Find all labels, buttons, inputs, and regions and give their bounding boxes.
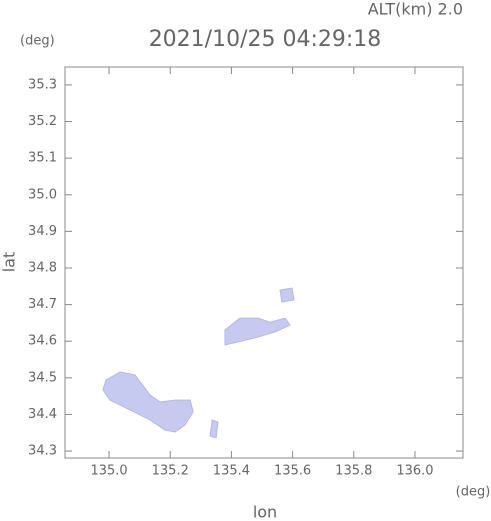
y-tick-label: 35.2 — [28, 114, 57, 129]
altitude-label: ALT(km) 2.0 — [368, 0, 463, 19]
y-tick-label: 34.5 — [28, 370, 57, 385]
y-tick-label: 34.4 — [28, 407, 57, 422]
y-tick-label: 34.9 — [28, 224, 57, 239]
x-tick-label: 135.2 — [152, 464, 189, 479]
y-axis-label: lat — [0, 252, 19, 273]
x-tick-label: 135.8 — [335, 464, 372, 479]
y-tick-label: 35.1 — [28, 151, 57, 166]
chart-title: 2021/10/25 04:29:18 — [149, 27, 382, 52]
echo-region — [209, 419, 219, 439]
y-tick-label: 34.8 — [28, 260, 57, 275]
y-unit: (deg) — [20, 34, 55, 49]
y-tick-label: 35.0 — [28, 187, 57, 202]
x-tick-label: 136.0 — [396, 464, 433, 479]
echo-region — [224, 317, 291, 346]
x-tick-label: 135.4 — [213, 464, 250, 479]
y-tick-label: 34.7 — [28, 297, 57, 312]
y-tick-label: 34.3 — [28, 444, 57, 459]
plot-frame — [64, 66, 464, 459]
echo-region — [279, 287, 295, 303]
y-tick-label: 34.6 — [28, 334, 57, 349]
y-tick-label: 35.3 — [28, 77, 57, 92]
x-tick-label: 135.6 — [274, 464, 311, 479]
echo-region — [102, 371, 194, 433]
x-axis-label: lon — [253, 503, 277, 521]
x-unit: (deg) — [456, 485, 491, 500]
x-tick-label: 135.0 — [90, 464, 127, 479]
